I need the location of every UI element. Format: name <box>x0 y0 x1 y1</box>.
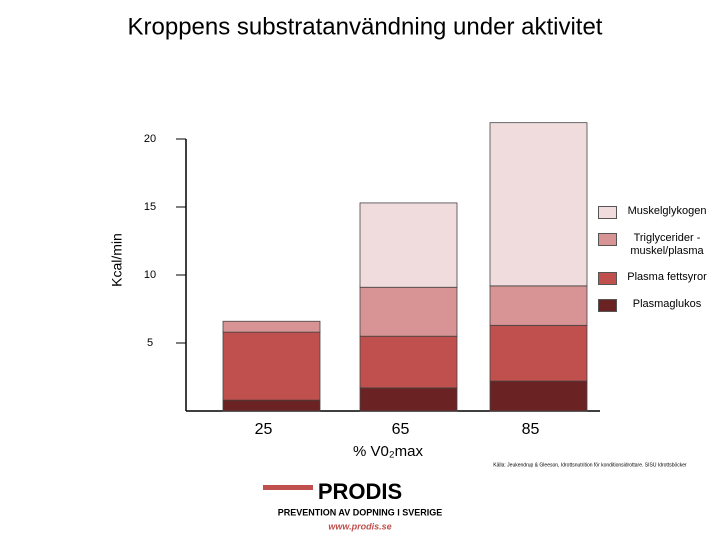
legend-swatch <box>598 233 617 246</box>
legend-swatch <box>598 299 617 312</box>
legend-item: Muskelglykogen <box>598 205 716 219</box>
legend-item: Triglycerider - muskel/plasma <box>598 232 716 258</box>
bar-segment <box>222 399 321 412</box>
y-tick-label: 20 <box>144 133 156 145</box>
legend-label: Muskelglykogen <box>627 205 707 217</box>
logo-bar <box>263 485 313 490</box>
x-tick-label: 85 <box>522 421 540 438</box>
x-axis-label: % V0₂max <box>353 443 424 460</box>
bar-segment <box>489 380 588 412</box>
legend-swatch <box>598 206 617 219</box>
legend-label: Plasmaglukos <box>632 298 702 310</box>
logo-text: PRODIS <box>318 479 402 504</box>
legend-swatch <box>598 272 617 285</box>
source-note: Källa: Jeukendrup & Gleeson, Idrottsnutr… <box>493 462 687 468</box>
bar-segment <box>359 387 458 412</box>
bar-segment <box>222 331 321 401</box>
bar-segment <box>222 320 321 333</box>
logo-tagline: PREVENTION AV DOPNING I SVERIGE <box>278 507 443 517</box>
bar-segment <box>359 202 458 288</box>
y-tick-label: 5 <box>147 337 153 349</box>
legend-item: Plasmaglukos <box>598 298 716 312</box>
bar-segment <box>489 285 588 326</box>
y-tick-label: 15 <box>144 201 156 213</box>
bar-segment <box>359 286 458 337</box>
legend: Muskelglykogen Triglycerider - muskel/pla… <box>598 205 716 325</box>
x-tick-label: 65 <box>392 421 410 438</box>
chart-title: Kroppens substratanvändning under aktivi… <box>128 13 603 40</box>
logo: PRODIS PREVENTION AV DOPNING I SVERIGE w… <box>263 479 443 531</box>
y-axis-label: Kcal/min <box>109 233 125 287</box>
logo-url: www.prodis.se <box>328 521 391 531</box>
legend-item: Plasma fettsyror <box>598 271 716 285</box>
legend-label: Plasma fettsyror <box>627 271 707 283</box>
bar-segment <box>359 335 458 389</box>
legend-label: Triglycerider - muskel/plasma <box>630 232 704 257</box>
bar-segment <box>489 122 588 287</box>
y-tick-label: 10 <box>144 269 156 281</box>
bar-segment <box>489 324 588 382</box>
x-tick-label: 25 <box>255 421 273 438</box>
